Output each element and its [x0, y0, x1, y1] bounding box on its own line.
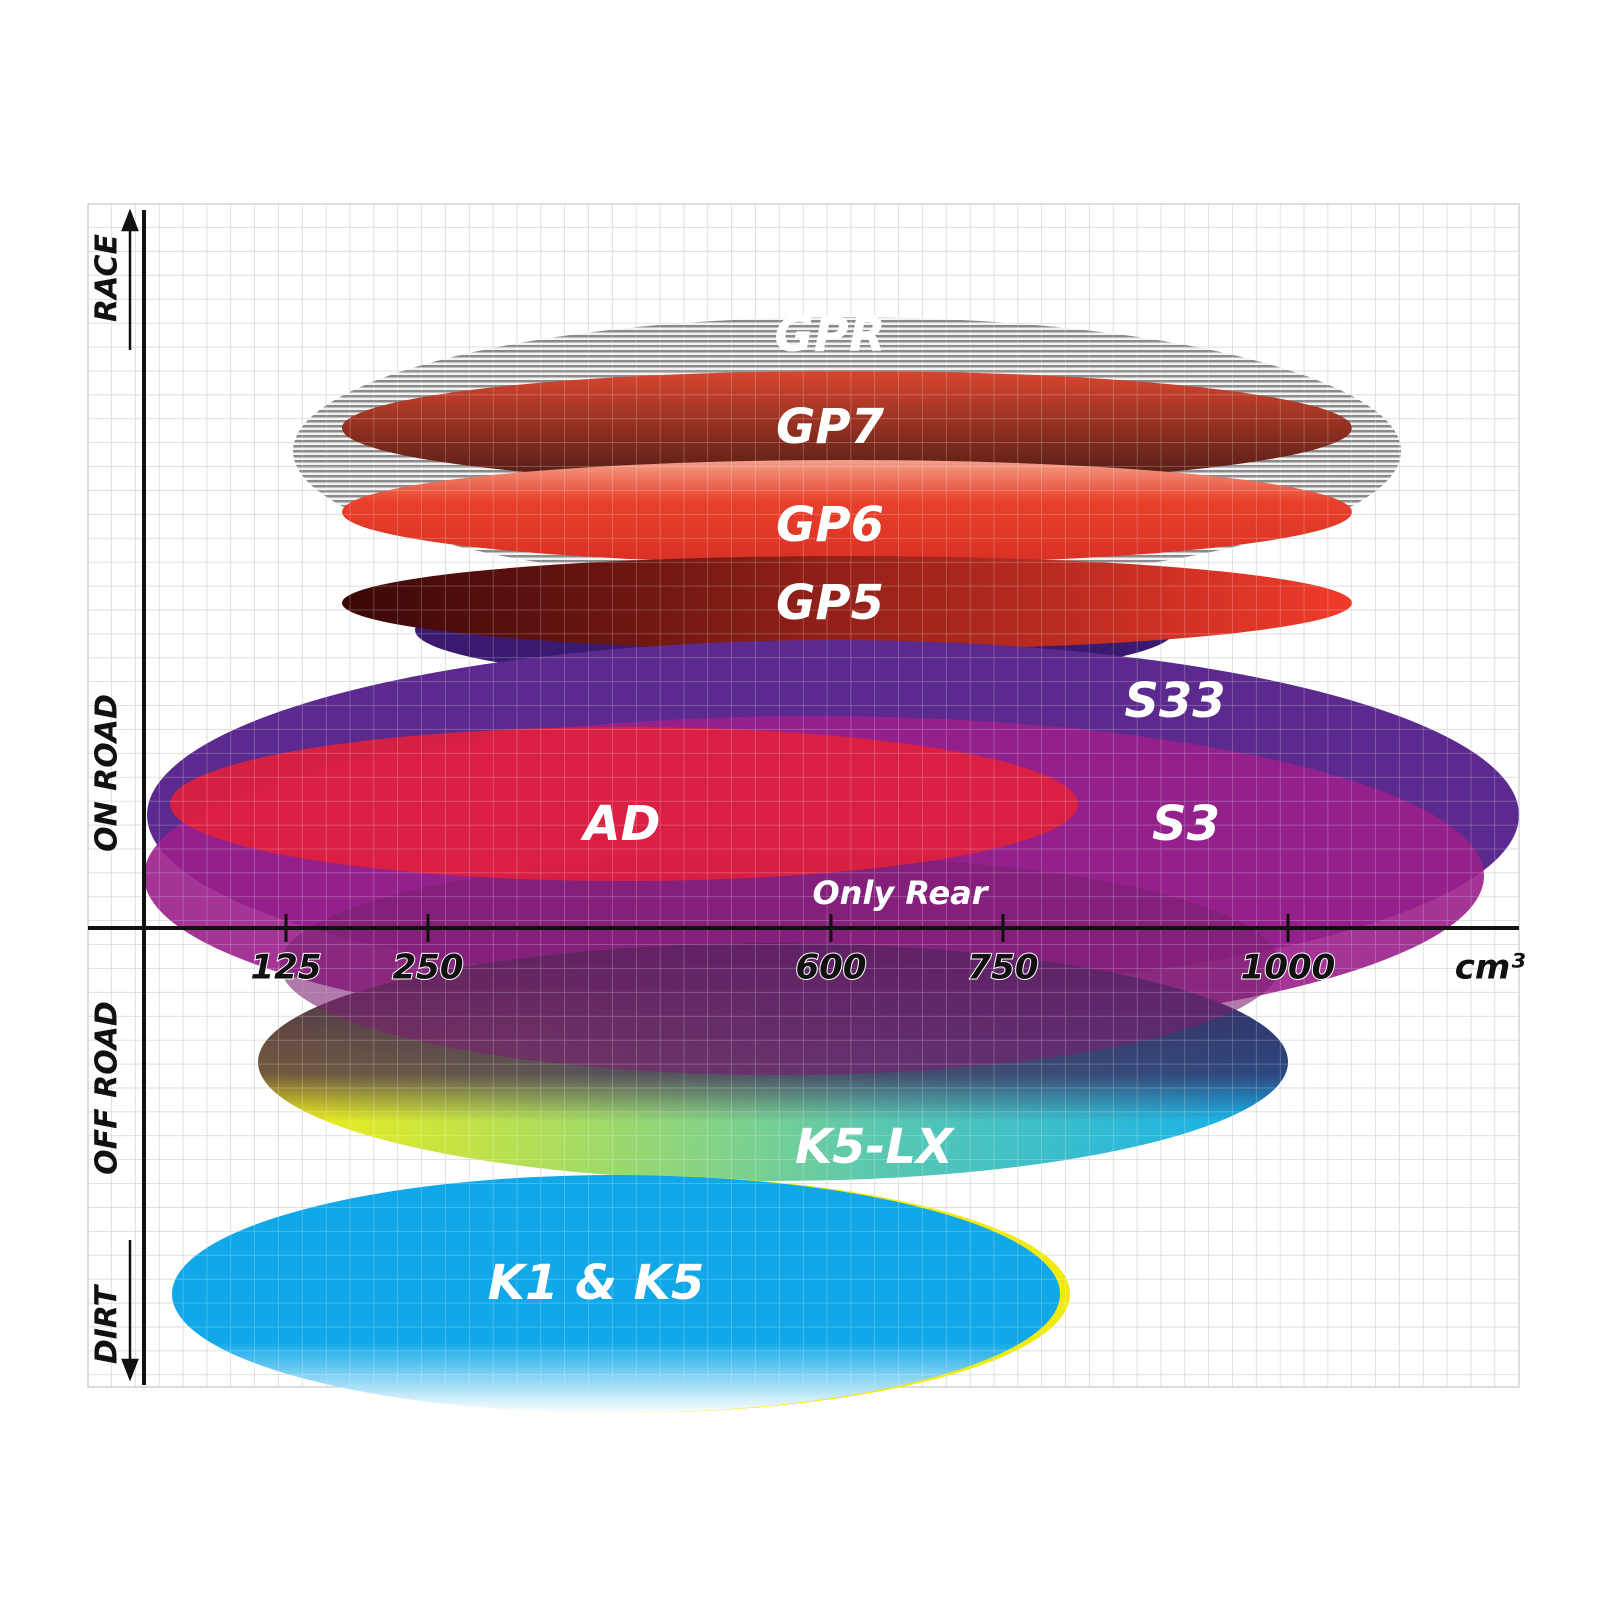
- product-label: GPR: [774, 307, 886, 363]
- x-tick-label: 750: [968, 948, 1039, 988]
- direction-arrows: [121, 208, 139, 1382]
- x-unit: cm³: [1455, 948, 1526, 988]
- product-label: GP6: [776, 497, 884, 553]
- product-label: K1 & K5: [488, 1255, 704, 1311]
- product-label: S33: [1124, 673, 1225, 729]
- x-tick-label: 125: [251, 948, 322, 988]
- product-label: GP5: [776, 575, 884, 631]
- product-label: AD: [580, 796, 661, 852]
- on-road-label: ON ROAD: [90, 694, 125, 852]
- dirt-label: DIRT: [90, 1283, 125, 1364]
- off-road-label: OFF ROAD: [90, 1001, 125, 1175]
- product-label: GP7: [776, 399, 885, 455]
- x-tick-label: 600: [796, 948, 867, 988]
- product-label: K5-LX: [795, 1119, 955, 1175]
- x-tick-label: 1000: [1241, 948, 1336, 988]
- grid-overlay: [88, 204, 1519, 1387]
- race-label: RACE: [90, 234, 125, 322]
- annotation: Only Rear: [812, 874, 989, 912]
- x-tick-label: 250: [393, 948, 464, 988]
- x-tick-marks: [284, 914, 1290, 942]
- product-label: S3: [1152, 796, 1220, 852]
